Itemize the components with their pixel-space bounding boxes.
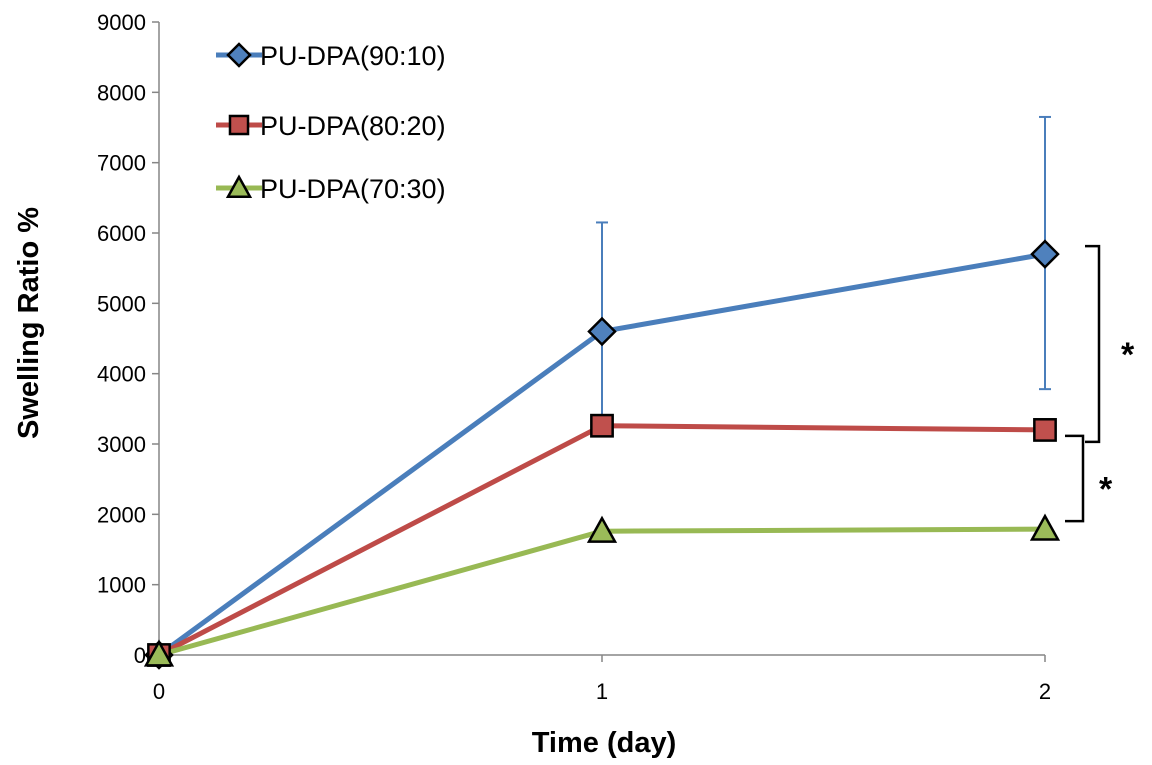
axes: 0 1000 2000 3000 4000 5000 6000 7000 8000 9000 0 1 2 xyxy=(97,10,1051,704)
data-point xyxy=(1033,418,1057,442)
y-tick-label: 1000 xyxy=(97,573,146,598)
legend-item-0: PU-DPA(90:10) xyxy=(216,41,446,71)
significance-bracket-1 xyxy=(1085,244,1101,444)
data-point xyxy=(1029,513,1061,541)
significance-bracket-2-label: * xyxy=(1099,471,1113,509)
legend-marker xyxy=(225,174,253,199)
x-tick-label: 1 xyxy=(596,679,608,704)
legend-marker xyxy=(228,114,250,136)
significance-bracket-2 xyxy=(1065,434,1085,523)
y-axis-title: Swelling Ratio % xyxy=(13,207,45,439)
x-tick-label: 0 xyxy=(153,679,165,704)
legend-item-2: PU-DPA(70:30) xyxy=(216,174,446,204)
data-point xyxy=(586,515,618,543)
significance-bracket-1-label: * xyxy=(1121,336,1135,374)
legend-label: PU-DPA(90:10) xyxy=(260,41,446,71)
legend-marker xyxy=(226,42,252,68)
series-2 xyxy=(158,526,1046,658)
data-point xyxy=(590,413,614,438)
data-point xyxy=(587,316,617,347)
x-tick-label: 2 xyxy=(1039,679,1051,704)
series-markers-2 xyxy=(143,513,1061,667)
y-tick-label: 5000 xyxy=(97,291,146,316)
y-tick-label: 7000 xyxy=(97,151,146,176)
y-tick-label: 4000 xyxy=(97,362,146,387)
y-tick-label: 6000 xyxy=(97,221,146,246)
legend-item-1: PU-DPA(80:20) xyxy=(216,111,446,141)
y-tick-label: 2000 xyxy=(97,502,146,527)
y-tick-label: 0 xyxy=(134,643,146,668)
data-point xyxy=(1030,239,1060,269)
legend: PU-DPA(90:10) PU-DPA(80:20) PU-DPA(70:30) xyxy=(216,41,446,204)
y-tick-label: 8000 xyxy=(97,80,146,105)
data-point xyxy=(143,639,175,667)
legend-label: PU-DPA(70:30) xyxy=(260,174,446,204)
series-layer xyxy=(143,115,1061,670)
x-axis-title: Time (day) xyxy=(532,727,677,759)
legend-label: PU-DPA(80:20) xyxy=(260,111,446,141)
significance-annotations: ** xyxy=(1065,244,1135,523)
y-tick-label: 9000 xyxy=(97,10,146,35)
y-tick-label: 3000 xyxy=(97,432,146,457)
series-line xyxy=(158,526,1046,658)
